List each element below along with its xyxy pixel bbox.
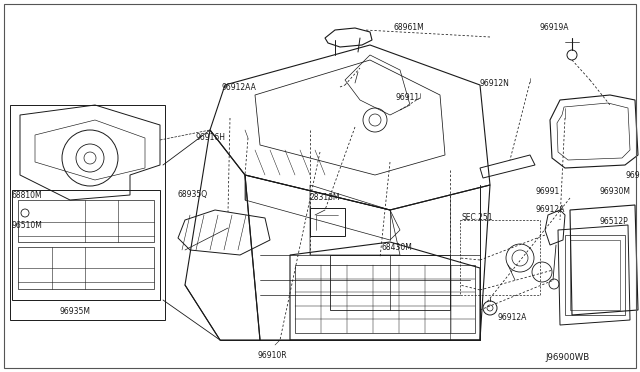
Text: 96912A: 96912A: [535, 205, 564, 215]
Bar: [10, 105, 165, 320]
Text: J96900WB: J96900WB: [545, 353, 589, 362]
Text: SEC.251: SEC.251: [462, 214, 493, 222]
Text: 96916H: 96916H: [195, 134, 225, 142]
Text: 96930M: 96930M: [600, 187, 631, 196]
Text: 96912N: 96912N: [480, 78, 510, 87]
Text: 96912A: 96912A: [498, 314, 527, 323]
Bar: [565, 235, 625, 315]
Bar: [18, 200, 154, 242]
Text: 96910R: 96910R: [258, 350, 287, 359]
Text: 96512P: 96512P: [600, 218, 628, 227]
Text: 68810M: 68810M: [12, 190, 43, 199]
Text: 96510M: 96510M: [12, 221, 43, 230]
Text: 96935M: 96935M: [60, 308, 91, 317]
Bar: [570, 240, 620, 310]
Text: 96911: 96911: [396, 93, 420, 103]
Text: 68935Q: 68935Q: [178, 190, 208, 199]
Bar: [18, 247, 154, 289]
Text: 96991: 96991: [535, 187, 559, 196]
Text: 96912AA: 96912AA: [222, 83, 257, 92]
Bar: [295, 265, 475, 333]
Text: 96921: 96921: [626, 170, 640, 180]
Text: 96919A: 96919A: [540, 23, 570, 32]
Text: 28318M: 28318M: [310, 193, 340, 202]
Text: 68430M: 68430M: [382, 244, 413, 253]
Text: 68961M: 68961M: [394, 23, 425, 32]
Bar: [310, 208, 345, 236]
